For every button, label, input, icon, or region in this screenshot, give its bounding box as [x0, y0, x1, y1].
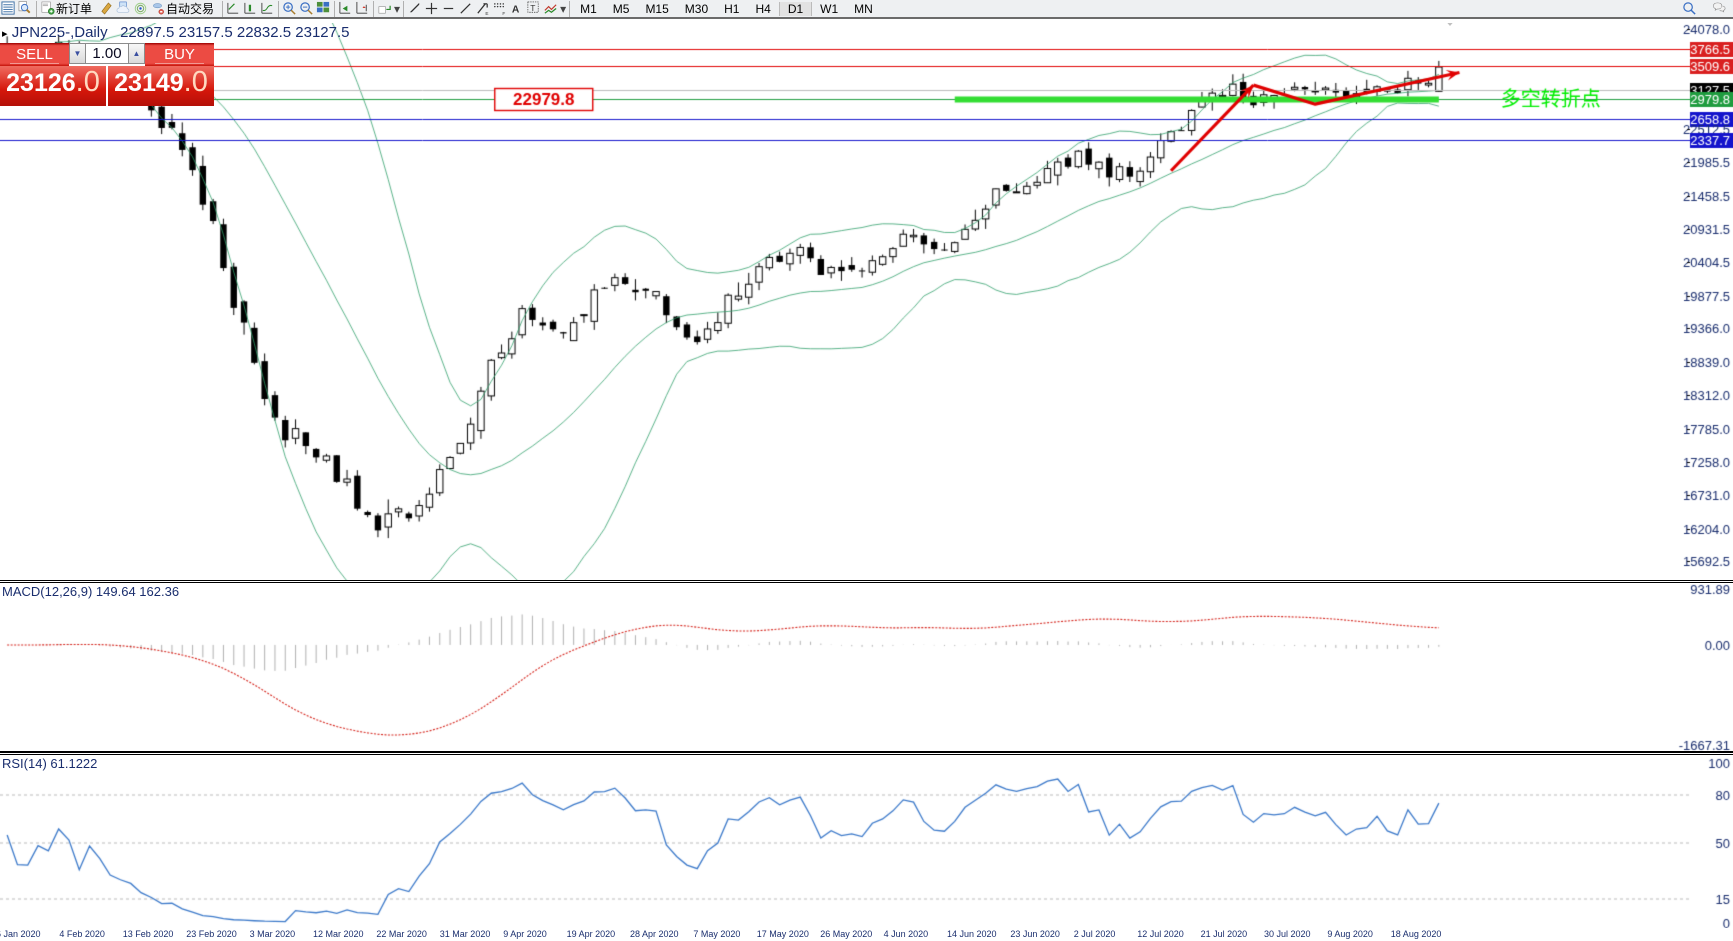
- svg-text:A: A: [512, 4, 520, 15]
- svg-text:E: E: [485, 11, 488, 16]
- svg-text:T: T: [530, 3, 535, 13]
- svg-text:F: F: [502, 11, 505, 16]
